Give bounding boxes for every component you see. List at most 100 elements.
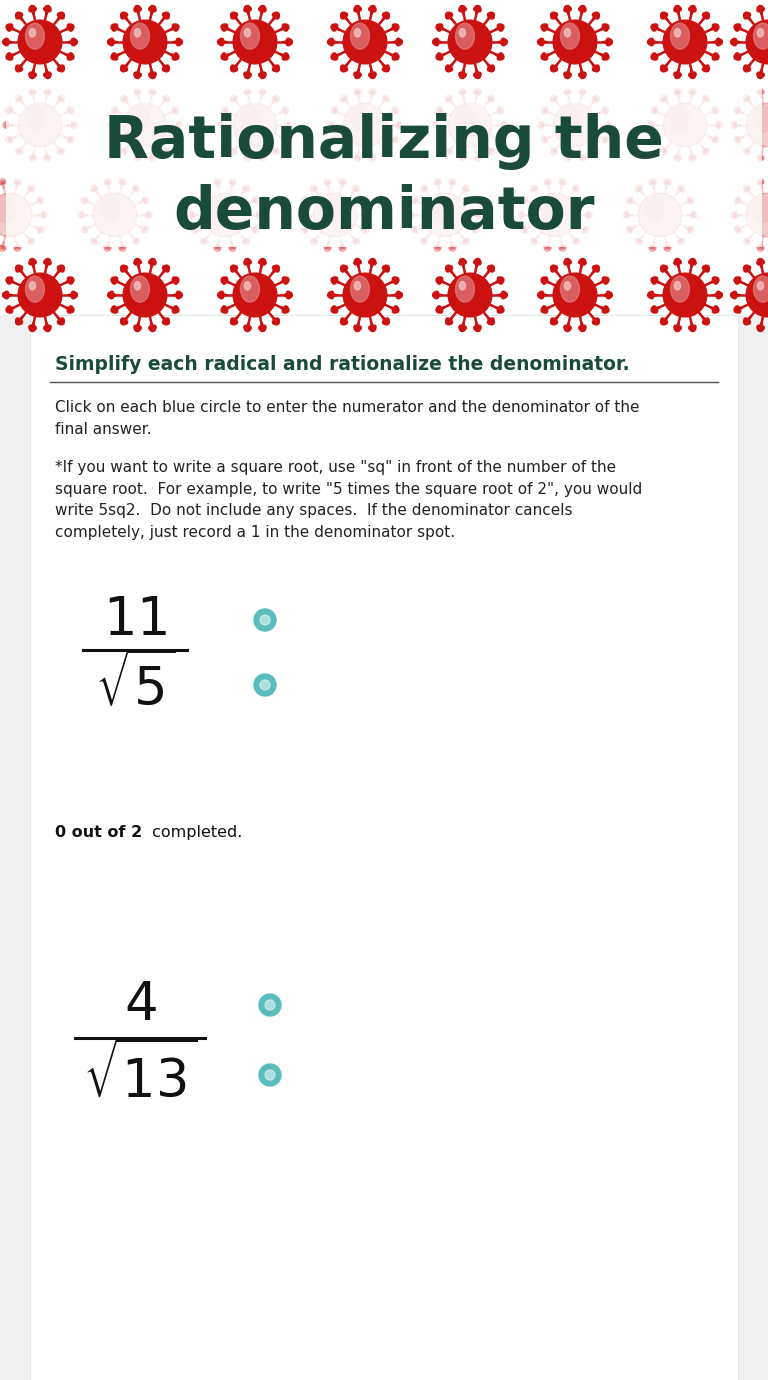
Circle shape: [703, 95, 707, 99]
Circle shape: [639, 186, 643, 189]
Circle shape: [340, 319, 346, 324]
Circle shape: [679, 185, 684, 190]
Circle shape: [592, 150, 596, 155]
Circle shape: [177, 39, 182, 46]
Ellipse shape: [455, 276, 475, 302]
Circle shape: [244, 73, 250, 79]
Circle shape: [436, 306, 442, 313]
Circle shape: [383, 95, 389, 101]
Circle shape: [110, 41, 114, 46]
Circle shape: [244, 155, 247, 159]
Ellipse shape: [561, 23, 579, 50]
Circle shape: [542, 135, 546, 139]
Circle shape: [386, 65, 389, 69]
Circle shape: [744, 188, 748, 192]
Circle shape: [462, 90, 466, 94]
Circle shape: [164, 265, 170, 270]
Circle shape: [435, 246, 440, 251]
Circle shape: [177, 291, 180, 295]
Circle shape: [369, 6, 376, 11]
Circle shape: [703, 265, 710, 270]
Circle shape: [260, 680, 270, 690]
Text: $\sqrt{13}$: $\sqrt{13}$: [83, 1043, 197, 1107]
Circle shape: [6, 54, 12, 59]
Circle shape: [502, 121, 505, 126]
Circle shape: [369, 88, 376, 94]
Circle shape: [108, 293, 114, 298]
Ellipse shape: [674, 29, 680, 37]
Circle shape: [661, 148, 664, 152]
Ellipse shape: [541, 196, 559, 222]
Circle shape: [689, 226, 693, 229]
Circle shape: [137, 73, 141, 77]
Circle shape: [344, 95, 348, 99]
Circle shape: [71, 126, 75, 128]
Circle shape: [439, 309, 442, 313]
Circle shape: [230, 66, 237, 72]
Circle shape: [124, 95, 127, 99]
Circle shape: [214, 246, 217, 248]
Circle shape: [690, 6, 696, 11]
Circle shape: [224, 309, 227, 313]
Circle shape: [343, 104, 387, 146]
Circle shape: [123, 273, 167, 317]
Circle shape: [703, 95, 710, 101]
Circle shape: [137, 261, 141, 264]
Circle shape: [150, 156, 156, 161]
Circle shape: [603, 277, 609, 283]
Circle shape: [713, 277, 716, 280]
Circle shape: [564, 72, 568, 76]
Circle shape: [273, 95, 276, 99]
Circle shape: [114, 57, 118, 59]
Circle shape: [162, 12, 166, 17]
Circle shape: [396, 126, 400, 128]
Circle shape: [737, 309, 740, 313]
Circle shape: [743, 149, 750, 155]
Circle shape: [394, 52, 398, 57]
Circle shape: [603, 137, 609, 144]
Circle shape: [29, 72, 33, 76]
Circle shape: [408, 213, 413, 218]
Circle shape: [464, 185, 469, 190]
Circle shape: [341, 98, 345, 102]
Circle shape: [233, 95, 237, 99]
Circle shape: [734, 197, 740, 203]
Circle shape: [220, 291, 223, 295]
Circle shape: [583, 197, 589, 203]
Circle shape: [587, 215, 591, 219]
Circle shape: [231, 15, 235, 19]
Circle shape: [474, 156, 478, 160]
FancyBboxPatch shape: [0, 0, 768, 315]
Circle shape: [499, 52, 503, 57]
Circle shape: [533, 193, 577, 237]
Circle shape: [437, 28, 441, 32]
Circle shape: [69, 135, 73, 139]
Circle shape: [629, 197, 633, 200]
Circle shape: [541, 277, 547, 283]
Ellipse shape: [561, 276, 579, 302]
Circle shape: [329, 121, 333, 126]
Circle shape: [689, 261, 693, 264]
Circle shape: [69, 28, 73, 32]
Circle shape: [760, 7, 764, 11]
Circle shape: [602, 139, 606, 144]
Circle shape: [746, 21, 768, 63]
Circle shape: [449, 266, 452, 269]
Circle shape: [123, 104, 167, 146]
Circle shape: [478, 261, 481, 265]
Circle shape: [265, 1070, 275, 1081]
Circle shape: [383, 66, 389, 72]
Circle shape: [14, 181, 18, 184]
Circle shape: [29, 258, 35, 265]
Circle shape: [436, 23, 442, 30]
Circle shape: [449, 95, 452, 99]
Circle shape: [661, 268, 664, 272]
Circle shape: [344, 266, 348, 269]
Circle shape: [44, 261, 48, 264]
Circle shape: [283, 306, 289, 313]
Circle shape: [142, 197, 146, 200]
Circle shape: [734, 54, 740, 59]
Circle shape: [476, 211, 480, 215]
Circle shape: [432, 39, 439, 46]
Circle shape: [192, 200, 196, 204]
